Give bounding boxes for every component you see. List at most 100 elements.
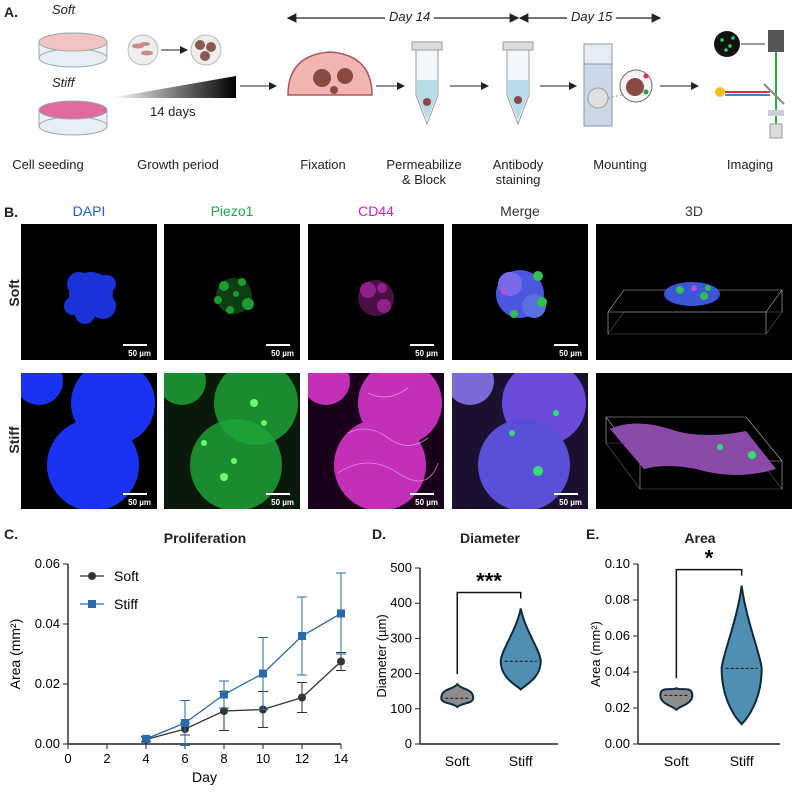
data-point-soft <box>298 693 306 702</box>
step-growth-period: Growth period <box>137 157 219 172</box>
scale-bar-label: 50 µm <box>559 349 582 358</box>
scale-bar <box>123 344 147 346</box>
violin-soft <box>440 682 475 709</box>
y-tick-label: 0.00 <box>35 736 60 751</box>
x-axis-label: Day <box>192 769 217 785</box>
significance-bracket <box>675 568 743 679</box>
header-3d: 3D <box>685 203 703 219</box>
legend-label-soft: Soft <box>114 568 139 584</box>
scale-bar-label: 50 µm <box>415 498 438 507</box>
y-tick-label: 0.04 <box>605 664 630 679</box>
header-merge: Merge <box>500 203 540 219</box>
x-tick-label: 10 <box>256 751 270 766</box>
panel-b-letter: B. <box>4 204 18 220</box>
y-tick-label: 0.02 <box>605 700 630 715</box>
soft-3d-image <box>596 224 792 360</box>
scale-bar <box>266 344 290 346</box>
step-cell-seeding: Cell seeding <box>12 157 84 172</box>
significance-mark: * <box>705 548 714 571</box>
scale-bar <box>410 344 434 346</box>
soft-cd44-image: 50 µm <box>308 224 444 360</box>
spheroid-icon <box>190 34 222 66</box>
scale-bar-label: 50 µm <box>128 349 151 358</box>
chart-c-title: Proliferation <box>163 530 247 546</box>
significance-bracket <box>456 591 522 675</box>
y-axis-label: Area (mm²) <box>588 621 603 687</box>
x-tick-label: Stiff <box>509 753 533 769</box>
soft-piezo1-image: 50 µm <box>164 224 300 360</box>
soft-dapi-image: 50 µm <box>21 224 157 360</box>
y-tick-label: 100 <box>390 701 412 716</box>
data-point-stiff <box>142 734 150 743</box>
y-axis-label: Diameter (µm) <box>374 614 389 697</box>
violin-stiff <box>499 608 542 691</box>
soft-label: Soft <box>52 2 76 17</box>
workflow-diagram <box>38 13 785 139</box>
row-label-soft: Soft <box>6 279 22 307</box>
scale-bar <box>123 493 147 495</box>
scale-bar-label: 50 µm <box>415 349 438 358</box>
data-point-soft <box>220 707 228 715</box>
step-mounting: Mounting <box>593 157 647 172</box>
growth-days-label: 14 days <box>150 104 196 119</box>
header-piezo1: Piezo1 <box>210 203 254 219</box>
soft-merge-image: 50 µm <box>452 224 588 360</box>
violin-soft <box>659 686 694 712</box>
data-point-stiff <box>220 690 228 699</box>
y-axis-label: Area (mm²) <box>7 619 23 690</box>
x-tick-label: 4 <box>142 751 149 766</box>
scale-bar-label: 50 µm <box>271 349 294 358</box>
scale-bar-label: 50 µm <box>559 498 582 507</box>
scale-bar <box>554 493 578 495</box>
step-fixation: Fixation <box>300 157 346 172</box>
significance-mark: *** <box>476 568 502 593</box>
x-tick-label: 2 <box>103 751 110 766</box>
microscope-icon <box>714 30 785 139</box>
day15-label: Day 15 <box>567 9 617 24</box>
growth-wedge <box>110 76 236 98</box>
x-tick-label: 6 <box>181 751 188 766</box>
day14-label: Day 14 <box>385 9 435 24</box>
y-tick-label: 0.00 <box>605 736 630 751</box>
scale-bar-label: 50 µm <box>128 498 151 507</box>
y-tick-label: 0.08 <box>605 592 630 607</box>
x-tick-label: 12 <box>295 751 309 766</box>
stiff-3d-image <box>596 373 792 509</box>
x-tick-label: 8 <box>220 751 227 766</box>
panel-c-letter: C. <box>4 526 18 542</box>
fixation-icon <box>287 51 373 96</box>
y-tick-label: 0.06 <box>605 628 630 643</box>
stiff-dapi-image: 50 µm <box>21 373 157 509</box>
scale-bar <box>410 493 434 495</box>
series-line-stiff <box>145 612 342 740</box>
chart-e-title: Area <box>684 530 716 546</box>
legend-marker <box>88 572 96 580</box>
x-tick-label: 14 <box>334 751 348 766</box>
x-tick-label: 0 <box>64 751 71 766</box>
x-tick-label: Stiff <box>730 753 754 769</box>
y-tick-label: 200 <box>390 666 412 681</box>
area-chart: 0.00 0.02 0.04 0.06 0.08 0.10 Area (mm²) Soft St… <box>588 548 780 769</box>
data-point-stiff <box>298 632 306 640</box>
step-imaging: Imaging <box>726 157 774 172</box>
slide-icon <box>583 43 653 127</box>
panel-a-letter: A. <box>4 4 18 20</box>
x-tick-label: Soft <box>664 753 689 769</box>
header-cd44: CD44 <box>358 203 394 219</box>
legend-label-stiff: Stiff <box>114 596 138 612</box>
soft-dish-icon <box>38 32 108 68</box>
tube-antibody-icon <box>502 41 534 126</box>
data-point-stiff <box>337 609 345 618</box>
y-tick-label: 400 <box>390 595 412 610</box>
chart-d-title: Diameter <box>460 530 520 546</box>
stiff-label: Stiff <box>52 75 75 90</box>
diameter-chart: 0 100 200 300 400 500 Diameter (µm) Soft Stiff **… <box>374 560 558 769</box>
step-permeabilize: Permeabilize & Block <box>386 157 462 187</box>
stiff-merge-image: 50 µm <box>452 373 588 509</box>
x-tick-label: Soft <box>445 753 470 769</box>
data-point-soft <box>337 657 345 666</box>
tube-icon <box>411 41 443 126</box>
y-tick-label: 0 <box>405 736 412 751</box>
step-antibody: Antibody staining <box>492 157 544 187</box>
stiff-dish-icon <box>38 100 108 136</box>
